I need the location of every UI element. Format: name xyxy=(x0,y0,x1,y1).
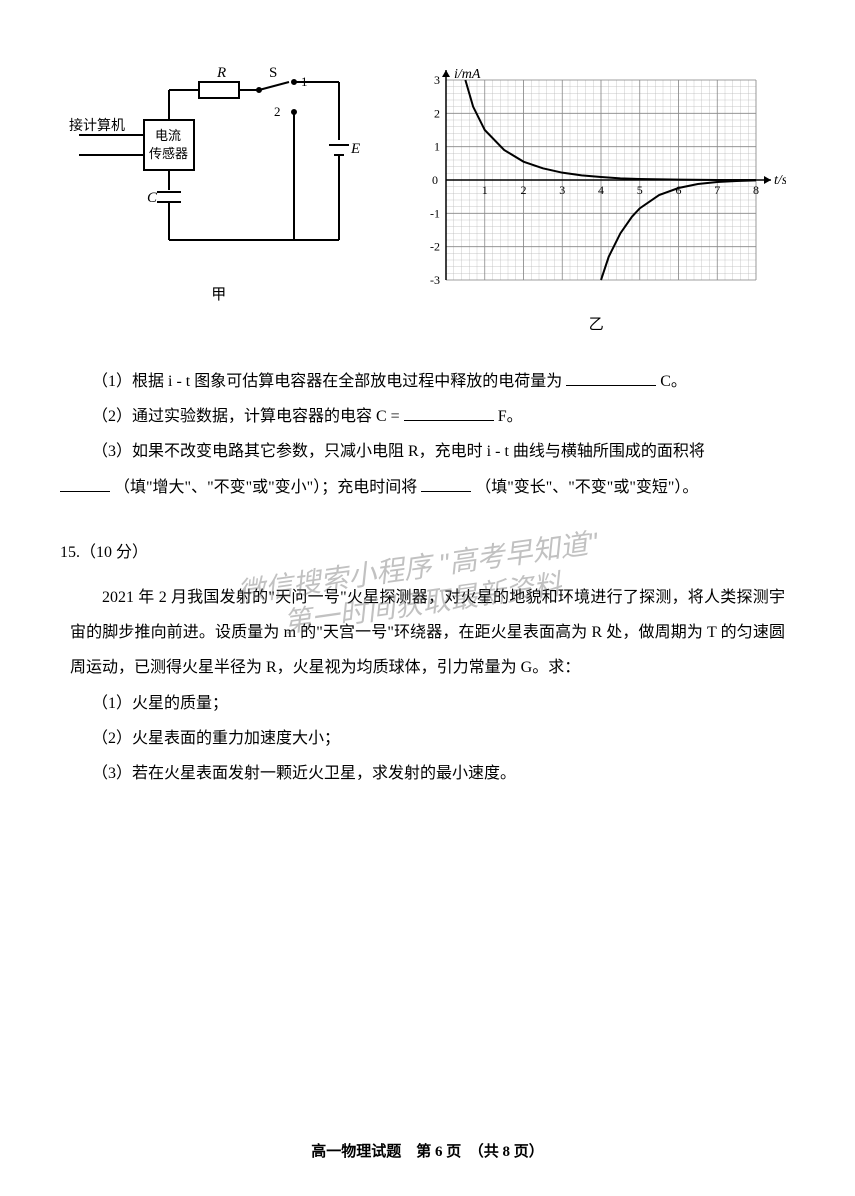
circuit-svg: R S 1 2 E C 接计算机 电流 传感器 xyxy=(69,60,369,270)
label-node1: 1 xyxy=(301,74,308,89)
svg-text:-3: -3 xyxy=(430,273,440,287)
label-sensor1: 电流 xyxy=(155,128,181,143)
label-C: C xyxy=(147,190,158,206)
q15-sub2: （2）火星表面的重力加速度大小； xyxy=(60,721,795,756)
q14-sub2-text: （2）通过实验数据，计算电容器的电容 C = xyxy=(92,408,400,425)
svg-text:2: 2 xyxy=(521,183,527,197)
q15-block: 15.（10 分） 2021 年 2 月我国发射的"天问一号"火星探测器，对火星… xyxy=(50,535,805,791)
blank-charge xyxy=(566,370,656,386)
q14-sub3b: （填"增大"、"不变"或"变小"）；充电时间将 xyxy=(114,479,417,496)
svg-text:0: 0 xyxy=(432,173,438,187)
chart-svg: 1 2 3 4 5 6 7 8 -3 -2 -1 0 1 2 3 i/mA t/s xyxy=(406,60,786,300)
q14-sub3: （3）如果不改变电路其它参数，只减小电阻 R，充电时 i - t 曲线与横轴所围… xyxy=(60,434,795,469)
q14-block: （1）根据 i - t 图象可估算电容器在全部放电过程中释放的电荷量为 C。 （… xyxy=(50,364,805,505)
q14-sub3a: （3）如果不改变电路其它参数，只减小电阻 R，充电时 i - t 曲线与横轴所围… xyxy=(92,443,705,460)
label-R: R xyxy=(216,65,226,81)
q14-sub3-cont: （填"增大"、"不变"或"变小"）；充电时间将 （填"变长"、"不变"或"变短"… xyxy=(60,470,795,505)
q14-sub3c: （填"变长"、"不变"或"变短"）。 xyxy=(475,479,698,496)
q15-body: 2021 年 2 月我国发射的"天问一号"火星探测器，对火星的地貌和环境进行了探… xyxy=(60,580,795,686)
svg-text:-2: -2 xyxy=(430,240,440,254)
q14-sub1-text: （1）根据 i - t 图象可估算电容器在全部放电过程中释放的电荷量为 xyxy=(92,373,562,390)
q14-sub1: （1）根据 i - t 图象可估算电容器在全部放电过程中释放的电荷量为 C。 xyxy=(60,364,795,399)
svg-text:t/s: t/s xyxy=(774,173,786,188)
q14-sub2-unit: F。 xyxy=(498,408,523,425)
svg-text:i/mA: i/mA xyxy=(454,67,481,82)
label-computer: 接计算机 xyxy=(69,117,125,134)
svg-text:3: 3 xyxy=(434,73,440,87)
label-E: E xyxy=(350,141,360,157)
blank-time xyxy=(421,476,471,492)
svg-text:8: 8 xyxy=(753,183,759,197)
it-chart: 1 2 3 4 5 6 7 8 -3 -2 -1 0 1 2 3 i/mA t/s 乙 xyxy=(406,60,786,334)
svg-text:-1: -1 xyxy=(430,206,440,220)
svg-text:4: 4 xyxy=(598,183,604,197)
circuit-diagram: R S 1 2 E C 接计算机 电流 传感器 甲 xyxy=(69,60,369,304)
q15-header: 15.（10 分） xyxy=(60,535,795,570)
label-S: S xyxy=(269,65,277,81)
circuit-caption: 甲 xyxy=(69,283,369,304)
svg-text:5: 5 xyxy=(637,183,643,197)
svg-text:1: 1 xyxy=(482,183,488,197)
svg-text:2: 2 xyxy=(434,106,440,120)
blank-area xyxy=(60,476,110,492)
label-node2: 2 xyxy=(274,104,281,119)
q15-sub3: （3）若在火星表面发射一颗近火卫星，求发射的最小速度。 xyxy=(60,756,795,791)
label-sensor2: 传感器 xyxy=(149,146,188,161)
svg-text:3: 3 xyxy=(560,183,566,197)
q15-sub1: （1）火星的质量； xyxy=(60,686,795,721)
svg-text:1: 1 xyxy=(434,140,440,154)
chart-caption: 乙 xyxy=(406,313,786,334)
svg-text:7: 7 xyxy=(715,183,721,197)
blank-capacitance xyxy=(404,405,494,421)
svg-text:6: 6 xyxy=(676,183,682,197)
page-footer: 高一物理试题 第 6 页 （共 8 页） xyxy=(50,1140,805,1161)
q14-sub1-unit: C。 xyxy=(660,373,687,390)
q14-sub2: （2）通过实验数据，计算电容器的电容 C = F。 xyxy=(60,399,795,434)
